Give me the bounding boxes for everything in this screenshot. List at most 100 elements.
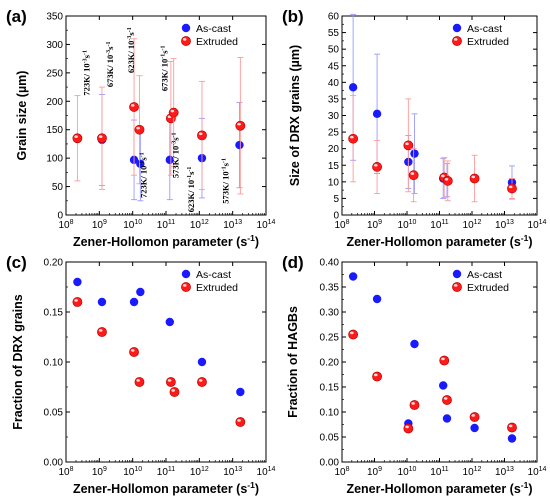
series-as-cast bbox=[348, 272, 517, 443]
series-extruded bbox=[348, 95, 517, 203]
data-point bbox=[165, 155, 174, 165]
y-tick-label: 45 bbox=[328, 61, 340, 72]
x-tick-label: 1013 bbox=[223, 466, 242, 478]
data-point bbox=[348, 133, 359, 144]
condition-annotation: 573K/ 10-3s-1 bbox=[171, 132, 181, 178]
legend-label: Extruded bbox=[467, 36, 509, 48]
data-point bbox=[348, 272, 358, 281]
x-tick-label: 109 bbox=[92, 466, 107, 478]
y-tick-label: 0 bbox=[333, 211, 339, 222]
data-point-highlight bbox=[508, 424, 513, 428]
data-point-highlight bbox=[441, 174, 445, 178]
x-tick-label: 1014 bbox=[257, 466, 276, 478]
x-axis-label: Zener-Hollomon parameter (s-1) bbox=[346, 480, 532, 496]
data-point bbox=[469, 412, 480, 422]
data-point bbox=[442, 395, 452, 405]
y-tick-label: 100 bbox=[46, 154, 63, 165]
condition-annotation: 723K/ 10-3s-1 bbox=[81, 50, 91, 96]
x-tick-label: 1010 bbox=[123, 466, 142, 478]
condition-annotation: 673K/ 10-1s-1 bbox=[159, 45, 169, 91]
data-point bbox=[197, 357, 207, 367]
chart-panel-b: (b) 108 109 1010 1011 1012 1013 1014 0 5 10 15 20 25 3… bbox=[282, 7, 547, 249]
y-tick-label: 0.20 bbox=[320, 358, 340, 369]
y-axis-label: Fraction of HAGBs bbox=[286, 306, 300, 418]
legend-marker-highlight bbox=[453, 284, 458, 287]
data-point-highlight bbox=[350, 331, 354, 335]
legend-label: As-cast bbox=[196, 269, 231, 281]
x-tick-label: 1013 bbox=[223, 219, 242, 231]
series-extruded bbox=[72, 297, 246, 427]
legend-marker bbox=[452, 282, 462, 292]
x-tick-label: 1011 bbox=[157, 466, 175, 478]
x-tick-label: 109 bbox=[367, 219, 382, 231]
y-tick-label: 300 bbox=[46, 40, 63, 51]
x-tick-label: 108 bbox=[58, 219, 73, 231]
data-point-highlight bbox=[373, 373, 378, 377]
condition-annotation: 673K/ 10-3s-1 bbox=[105, 41, 115, 87]
y-tick-label: 0.10 bbox=[44, 358, 64, 369]
x-axis-label: Zener-Hollomon parameter (s-1) bbox=[346, 233, 532, 249]
x-tick-label: 1011 bbox=[430, 219, 448, 231]
data-point bbox=[372, 109, 382, 119]
legend-label: As-cast bbox=[467, 23, 502, 35]
legend-marker bbox=[181, 282, 191, 292]
x-tick-label: 108 bbox=[58, 466, 73, 478]
x-tick-label: 1010 bbox=[398, 219, 417, 231]
data-point bbox=[129, 347, 139, 357]
data-point-highlight bbox=[74, 299, 78, 302]
data-point bbox=[439, 355, 450, 366]
data-point-highlight bbox=[471, 175, 476, 179]
x-tick-label: 1011 bbox=[157, 219, 175, 231]
y-tick-label: 0.35 bbox=[320, 283, 340, 294]
legend-label: As-cast bbox=[196, 23, 231, 35]
y-tick-label: 0.40 bbox=[320, 258, 340, 269]
data-point-highlight bbox=[508, 185, 513, 189]
data-point bbox=[470, 423, 479, 433]
series-as-cast bbox=[73, 277, 245, 397]
x-tick-label: 1010 bbox=[398, 466, 417, 478]
x-tick-label: 109 bbox=[367, 466, 382, 478]
y-tick-label: 20 bbox=[328, 144, 340, 155]
x-tick-label: 1012 bbox=[463, 219, 482, 231]
panel-letter: (a) bbox=[6, 7, 27, 26]
y-tick-label: 40 bbox=[328, 78, 340, 89]
condition-annotation: 623K/ 10-3s-1 bbox=[126, 27, 136, 73]
chart-panel-d: (d) 108 109 1010 1011 1012 1013 1014 0.00 0.05 0.1… bbox=[282, 253, 547, 496]
legend-marker bbox=[452, 23, 462, 33]
data-point-highlight bbox=[237, 122, 241, 126]
y-tick-label: 35 bbox=[328, 94, 340, 105]
x-axis-label: Zener-Hollomon parameter (s-1) bbox=[73, 233, 259, 249]
data-point-highlight bbox=[237, 419, 241, 422]
data-point bbox=[403, 423, 414, 434]
data-point-highlight bbox=[167, 379, 172, 382]
data-point bbox=[507, 183, 517, 194]
x-tick-label: 1014 bbox=[257, 219, 276, 231]
data-point-highlight bbox=[170, 109, 175, 113]
y-tick-label: 60 bbox=[328, 12, 340, 23]
data-point-highlight bbox=[441, 357, 445, 361]
data-point-highlight bbox=[405, 425, 409, 429]
data-point-highlight bbox=[171, 389, 176, 392]
data-point bbox=[134, 124, 145, 135]
y-tick-label: 0.10 bbox=[320, 408, 340, 419]
data-point bbox=[348, 329, 359, 340]
x-tick-label: 1011 bbox=[430, 466, 448, 478]
y-tick-label: 10 bbox=[328, 177, 340, 188]
x-axis-label: Zener-Hollomon parameter (s-1) bbox=[73, 480, 259, 496]
y-tick-label: 55 bbox=[328, 28, 340, 39]
series-extruded bbox=[348, 329, 517, 434]
data-point bbox=[168, 107, 179, 118]
y-tick-label: 250 bbox=[46, 68, 63, 79]
data-point-highlight bbox=[198, 132, 203, 136]
y-tick-label: 0.25 bbox=[320, 333, 340, 344]
data-point bbox=[409, 400, 420, 410]
data-point bbox=[165, 377, 176, 387]
data-point bbox=[408, 170, 419, 181]
x-tick-label: 108 bbox=[334, 466, 349, 478]
panel-letter: (d) bbox=[282, 253, 304, 272]
legend-label: Extruded bbox=[196, 36, 238, 48]
